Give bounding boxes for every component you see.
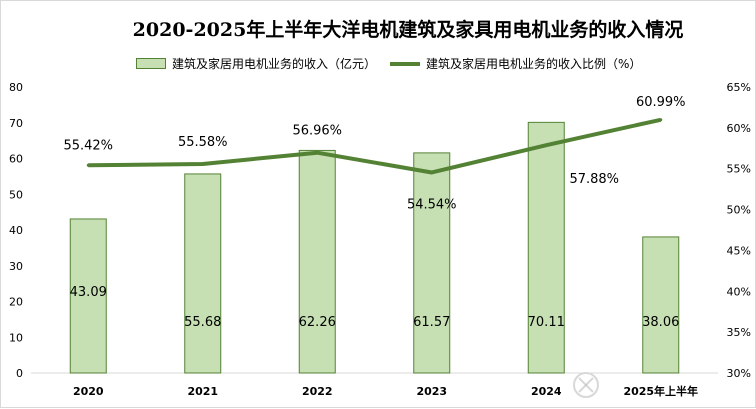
- left-tick-label: 0: [16, 367, 23, 380]
- right-tick-label: 40%: [727, 285, 751, 298]
- right-tick-label: 65%: [727, 81, 751, 94]
- category-label: 2022: [302, 385, 333, 398]
- line-point: [544, 143, 548, 147]
- category-label: 2025年上半年: [623, 384, 698, 398]
- bar: [69, 218, 107, 374]
- left-tick-label: 60: [9, 153, 23, 166]
- line-data-label: 54.54%: [407, 197, 457, 212]
- bar: [413, 152, 451, 374]
- category-label: 2024: [531, 385, 562, 398]
- line-data-label: 55.58%: [178, 135, 228, 150]
- left-tick-label: 40: [9, 224, 23, 237]
- bar: [642, 236, 680, 374]
- legend-bar-label: 建筑及家居用电机业务的收入（亿元）: [172, 57, 377, 71]
- bar: [527, 121, 565, 374]
- line-point: [430, 170, 434, 174]
- line-point: [86, 163, 90, 167]
- left-tick-label: 70: [9, 117, 23, 130]
- right-tick-label: 60%: [727, 122, 751, 135]
- right-tick-label: 35%: [727, 326, 751, 339]
- left-tick-label: 10: [9, 331, 23, 344]
- bar-data-label: 61.57: [413, 315, 450, 330]
- bar-data-label: 55.68: [184, 315, 221, 330]
- line-series: [88, 117, 662, 175]
- bar-data-label: 43.09: [70, 285, 107, 300]
- left-tick-label: 30: [9, 260, 23, 273]
- right-tick-label: 50%: [727, 204, 751, 217]
- legend-bar-swatch: [136, 58, 166, 69]
- watermark-logo-icon: [578, 377, 594, 393]
- right-tick-label: 55%: [727, 163, 751, 176]
- line-point: [315, 151, 319, 155]
- category-label: 2021: [187, 385, 218, 398]
- category-label: 2023: [416, 385, 447, 398]
- bar: [298, 149, 336, 374]
- legend: 建筑及家居用电机业务的收入（亿元） 建筑及家居用电机业务的收入比例（%）: [136, 55, 641, 72]
- legend-line-swatch: [390, 61, 421, 66]
- left-tick-label: 80: [9, 81, 23, 94]
- bar: [184, 173, 222, 374]
- bar-data-label: 70.11: [528, 315, 565, 330]
- right-tick-label: 30%: [727, 367, 751, 380]
- chart-title: 2020-2025年上半年大洋电机建筑及家具用电机业务的收入情况: [132, 19, 684, 41]
- legend-line-label: 建筑及家居用电机业务的收入比例（%）: [426, 57, 642, 71]
- line-point: [201, 162, 205, 166]
- left-tick-label: 50: [9, 188, 23, 201]
- bar-data-label: 38.06: [642, 315, 679, 330]
- line-data-label: 60.99%: [636, 95, 686, 110]
- left-tick-label: 20: [9, 296, 23, 309]
- line-point: [659, 118, 663, 122]
- category-label: 2020: [73, 385, 104, 398]
- line-data-label: 57.88%: [569, 172, 619, 187]
- line-data-label: 55.42%: [63, 138, 113, 153]
- bar-data-label: 62.26: [299, 315, 336, 330]
- right-tick-label: 45%: [727, 244, 751, 257]
- line-data-label: 56.96%: [292, 124, 342, 139]
